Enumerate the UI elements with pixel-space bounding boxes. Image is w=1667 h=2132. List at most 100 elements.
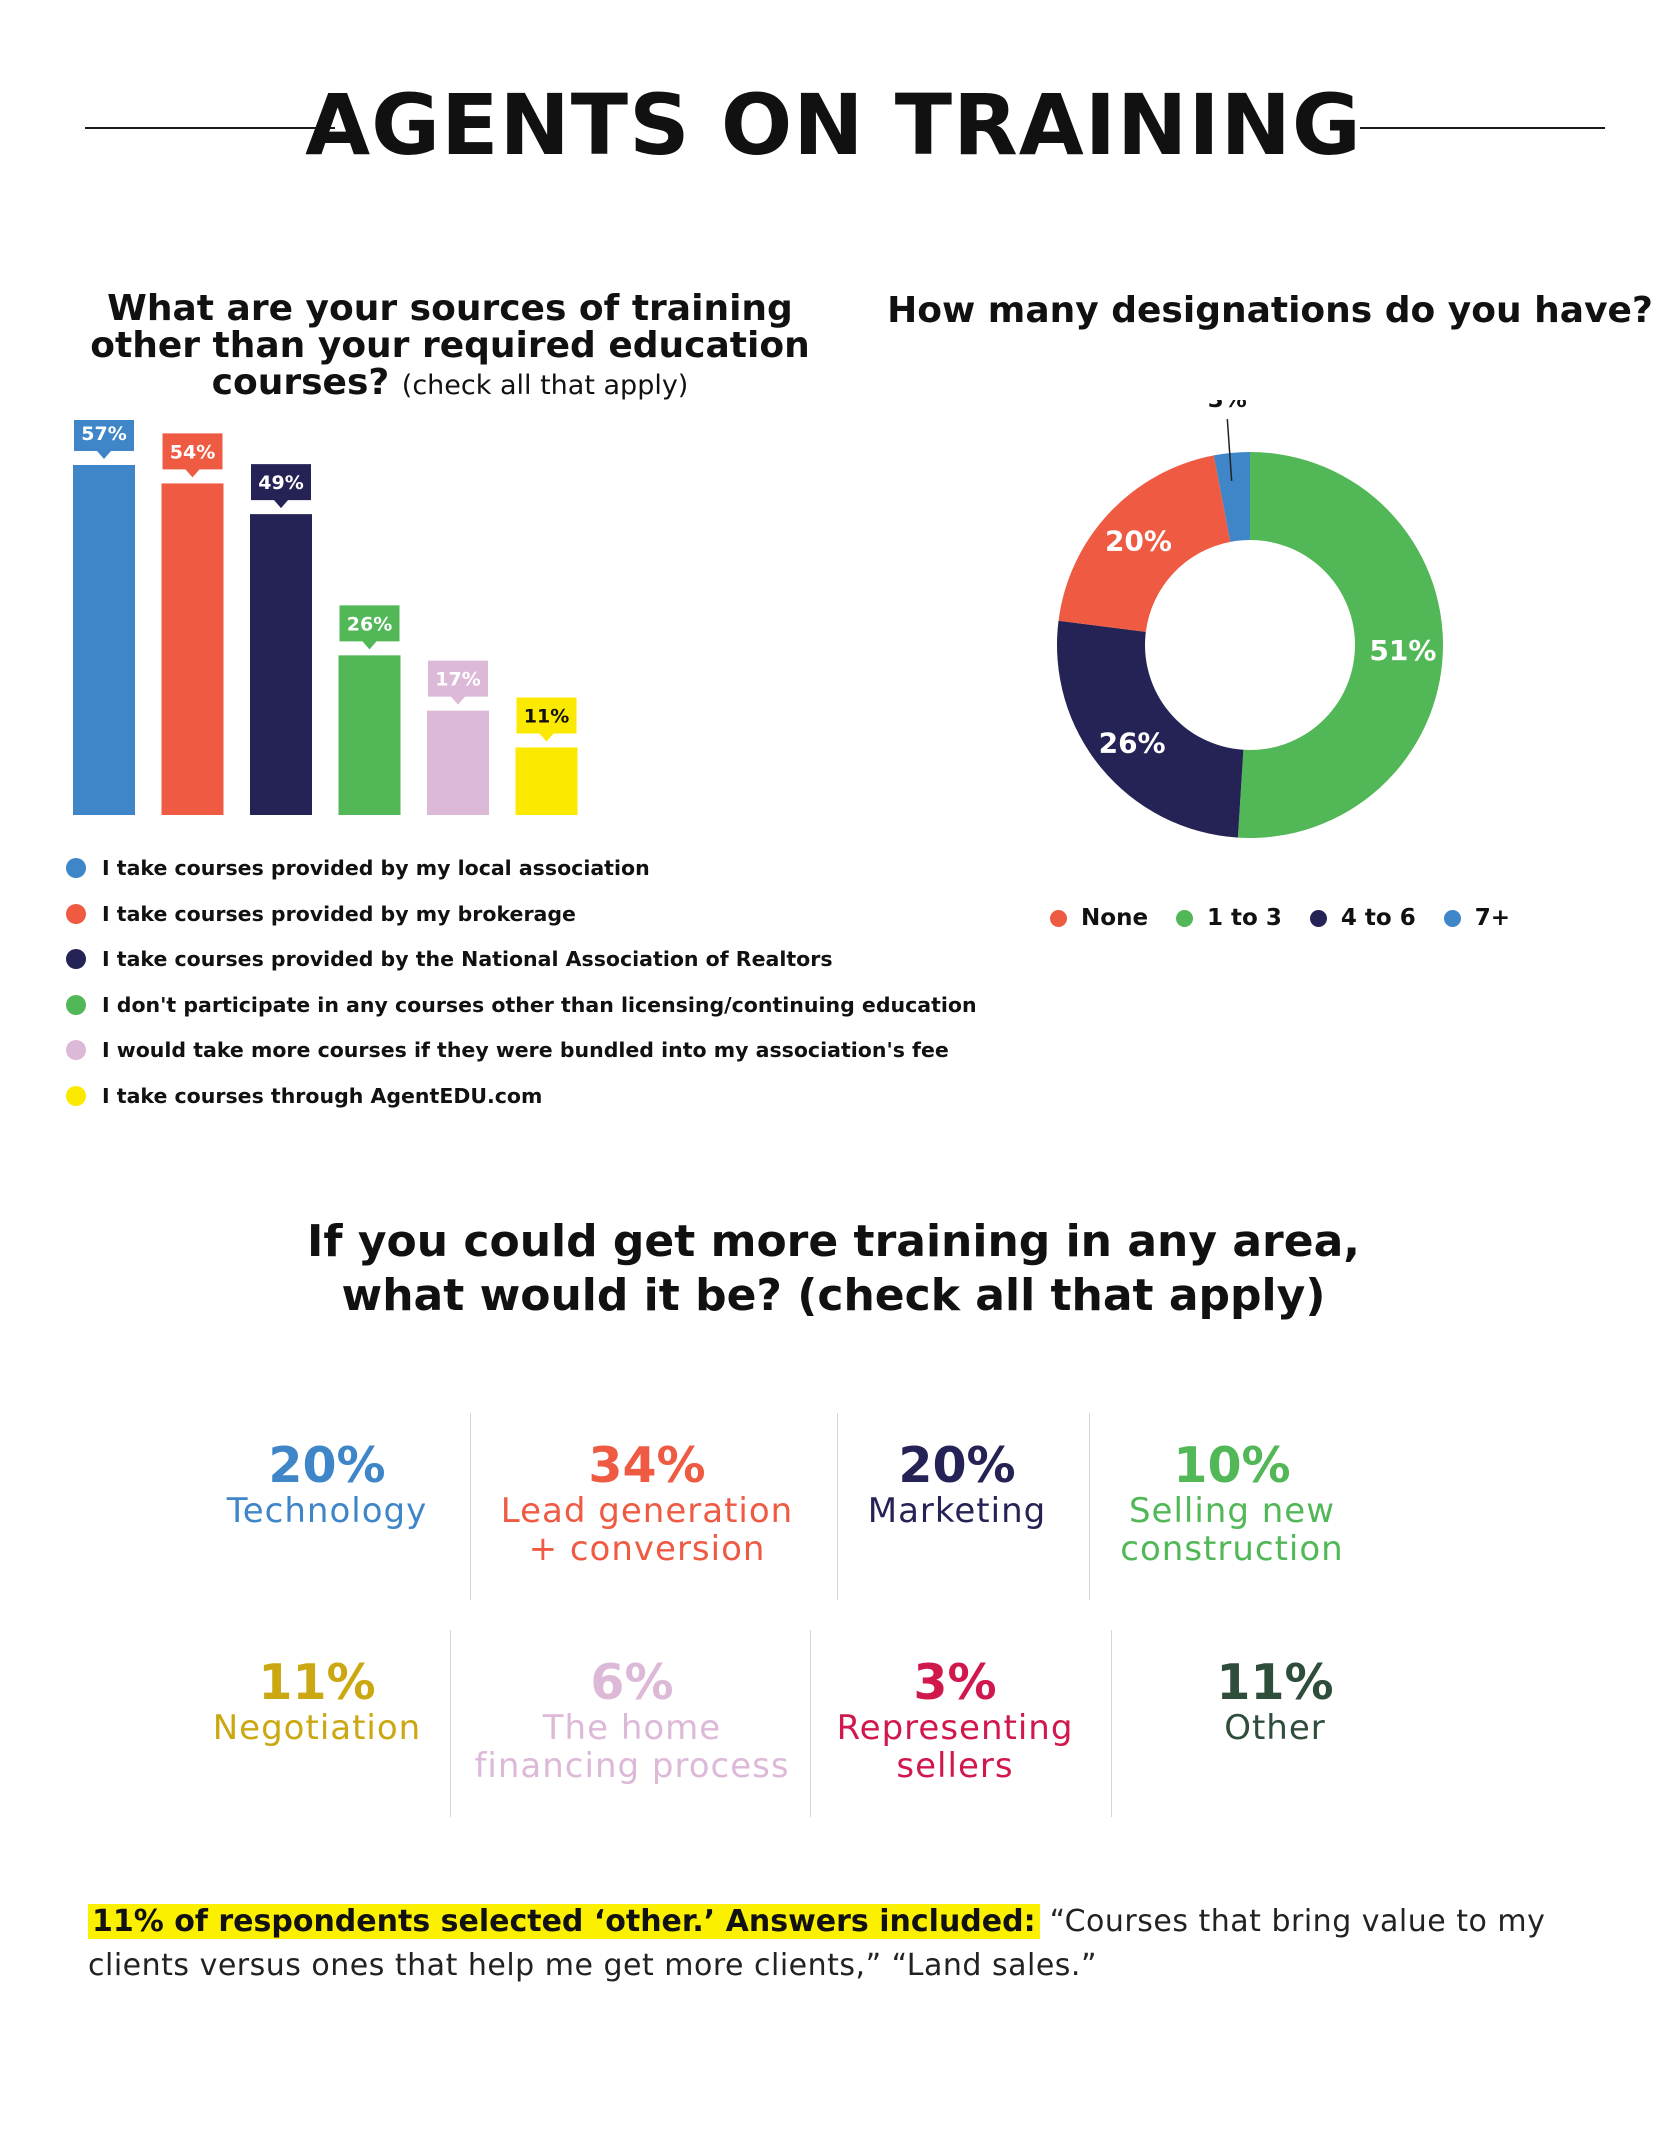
training-area-label: financing process <box>474 1746 790 1786</box>
grid-divider <box>1111 1630 1112 1817</box>
bar-legend-label: I would take more courses if they were b… <box>102 1038 949 1062</box>
bar-4 <box>338 655 401 815</box>
training-area-label: sellers <box>896 1746 1014 1786</box>
footnote-highlight: 11% of respondents selected ‘other.’ Ans… <box>88 1904 1040 1939</box>
grid-divider <box>470 1413 471 1600</box>
bar-legend-label: I take courses provided by my local asso… <box>102 856 650 880</box>
bar-legend-item: I would take more courses if they were b… <box>66 1035 949 1065</box>
donut-legend-swatch <box>1443 909 1461 927</box>
grid-divider <box>837 1413 838 1600</box>
bar-value-label-5: 17% <box>435 669 480 691</box>
grid-divider <box>450 1630 451 1817</box>
training-area-stat: 34% Lead generation + conversion <box>487 1437 807 1569</box>
training-area-label: Selling new <box>1128 1491 1336 1531</box>
footnote-text: “Courses that bring value to my clients … <box>88 1904 1546 1983</box>
bar-3 <box>250 514 312 815</box>
training-area-percent: 10% <box>1173 1437 1291 1494</box>
bar-2 <box>161 483 224 815</box>
training-area-label: Technology <box>226 1491 428 1531</box>
bar-value-label-4: 26% <box>347 613 392 635</box>
bar-legend-swatch <box>66 1040 86 1060</box>
bar-legend-item: I take courses provided by my brokerage <box>66 899 576 929</box>
donut-legend-swatch <box>1050 909 1068 927</box>
bar-label-tag-2 <box>162 433 223 478</box>
bar-legend-item: I take courses provided by my local asso… <box>66 853 650 883</box>
footnote: 11% of respondents selected ‘other.’ Ans… <box>88 1900 1618 1988</box>
donut-slice-3 <box>1058 455 1231 632</box>
areas-question-line2: what would it be? (check all that apply) <box>341 1270 1326 1321</box>
donut-legend-item: 1 to 3 <box>1176 905 1282 931</box>
donut-slice-2 <box>1057 620 1244 838</box>
title-rule-left <box>85 127 335 129</box>
bar-label-tag-1 <box>74 420 134 459</box>
training-area-label: The home <box>542 1708 722 1748</box>
donut-legend-item: None <box>1050 905 1148 931</box>
bar-label-tag-5 <box>428 660 488 705</box>
bar-legend-swatch <box>66 1085 86 1106</box>
donut-value-label-2: 26% <box>1099 727 1166 760</box>
bar-label-tag-6 <box>516 697 577 742</box>
donut-slice-4 <box>1213 452 1250 542</box>
bar-value-label-1: 57% <box>81 423 126 445</box>
bar-legend-swatch <box>66 903 86 924</box>
donut-value-label-1: 51% <box>1369 634 1436 667</box>
donut-chart-question: How many designations do you have? <box>887 290 1653 331</box>
bar-6 <box>515 747 578 815</box>
donut-slice-1 <box>1237 452 1444 838</box>
bar-legend-swatch <box>66 858 86 878</box>
bar-legend-label: I take courses provided by my brokerage <box>102 901 576 926</box>
training-area-stat: 20% Marketing <box>827 1437 1087 1531</box>
bar-label-tag-3 <box>251 464 311 509</box>
donut-value-label-4: 3% <box>1208 400 1247 413</box>
page-title: AGENTS ON TRAINING <box>305 76 1362 174</box>
bar-legend-swatch <box>66 949 86 969</box>
bar-value-label-6: 11% <box>524 705 569 727</box>
training-area-label: Negotiation <box>212 1708 422 1748</box>
training-area-stat: 3% Representing sellers <box>795 1654 1115 1786</box>
donut-legend-item: 4 to 6 <box>1309 905 1416 931</box>
training-area-percent: 11% <box>1216 1654 1334 1711</box>
grid-divider <box>810 1630 811 1817</box>
training-area-percent: 11% <box>258 1654 376 1711</box>
training-area-percent: 20% <box>268 1437 386 1494</box>
bar-legend-item: I take courses provided by the National … <box>66 944 833 974</box>
training-area-percent: 34% <box>588 1437 706 1494</box>
training-area-stat: 11% Other <box>1125 1654 1425 1748</box>
donut-leader-line <box>1226 419 1233 481</box>
areas-question-line1: If you could get more training in any ar… <box>307 1216 1360 1267</box>
training-area-label: construction <box>1120 1529 1344 1569</box>
training-area-stat: 6% The home financing process <box>462 1657 802 1786</box>
training-area-label: Lead generation <box>500 1491 794 1531</box>
donut-legend-label: 1 to 3 <box>1207 905 1282 931</box>
bar-chart-question-text: What are your sources of training other … <box>90 288 810 403</box>
bar-label-tag-4 <box>339 605 400 650</box>
donut-value-label-3: 20% <box>1105 524 1172 557</box>
training-area-percent: 3% <box>913 1654 997 1711</box>
training-area-label: Representing <box>836 1708 1074 1748</box>
bar-chart-question: What are your sources of training other … <box>60 290 840 404</box>
bar-legend-swatch <box>66 994 86 1015</box>
bar-1 <box>73 465 135 815</box>
training-area-percent: 20% <box>898 1437 1016 1494</box>
donut-legend-item: 7+ <box>1443 905 1510 931</box>
donut-legend-label: 7+ <box>1474 905 1510 931</box>
title-rule-right <box>1360 127 1605 129</box>
bar-legend-label: I take courses through AgentEDU.com <box>102 1083 543 1108</box>
bar-value-label-2: 54% <box>170 441 215 463</box>
bar-chart: 57% 54% 49% 26% 17% 11% <box>73 420 578 815</box>
grid-divider <box>1089 1413 1090 1600</box>
donut-legend-label: None <box>1081 905 1149 931</box>
donut-legend-swatch <box>1309 909 1327 927</box>
bar-legend-label: I take courses provided by the National … <box>102 947 833 971</box>
donut-legend-swatch <box>1176 909 1194 927</box>
donut-chart-legend: None 1 to 3 4 to 6 7+ <box>1000 905 1560 931</box>
training-area-label: Other <box>1224 1708 1326 1748</box>
training-area-label: Marketing <box>867 1491 1047 1531</box>
bar-legend-item: I take courses through AgentEDU.com <box>66 1081 542 1111</box>
training-area-stat: 11% Negotiation <box>167 1654 467 1748</box>
donut-chart: 51% 26% 20% 3% <box>1057 400 1444 838</box>
donut-legend-label: 4 to 6 <box>1340 905 1416 931</box>
areas-question: If you could get more training in any ar… <box>0 1215 1667 1323</box>
bar-chart-question-note: (check all that apply) <box>401 370 689 401</box>
training-area-label: + conversion <box>528 1529 766 1569</box>
